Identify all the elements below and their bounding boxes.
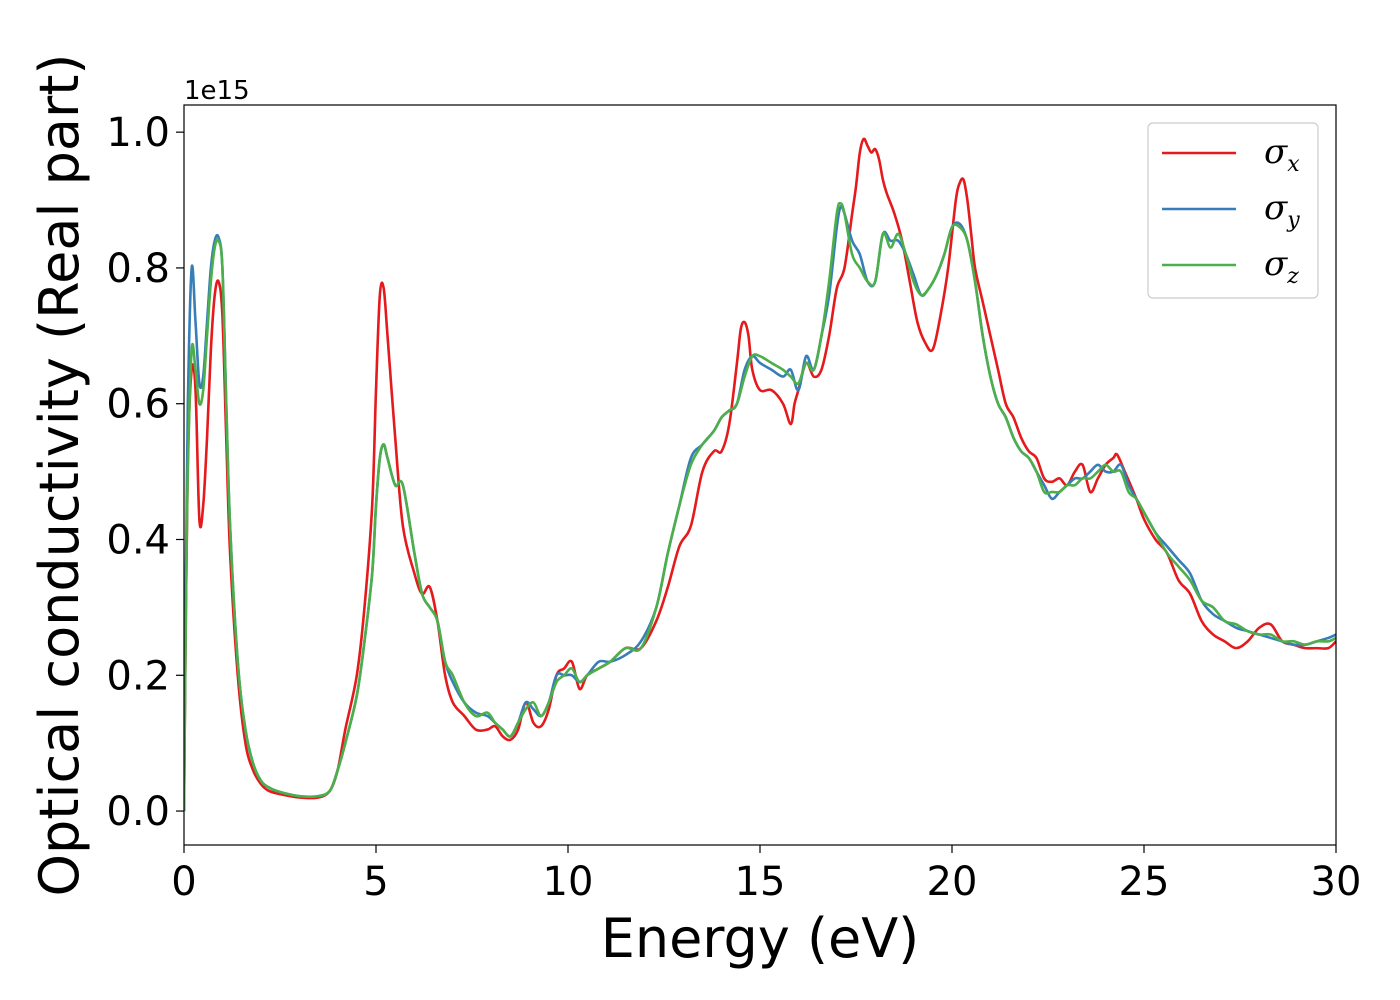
- x-axis-label: Energy (eV): [601, 907, 920, 970]
- legend-symbol: σ: [1264, 188, 1288, 228]
- x-tick-label: 0: [171, 859, 196, 905]
- legend-label-sigma-y: σy: [1264, 188, 1300, 233]
- y-axis: 0.0 0.2 0.4 0.6 0.8 1.0: [106, 110, 184, 835]
- legend-label-sigma-x: σx: [1264, 132, 1300, 177]
- legend-subscript: y: [1286, 208, 1300, 233]
- y-tick-label: 1.0: [106, 110, 170, 156]
- x-tick-label: 20: [927, 859, 978, 905]
- legend-symbol: σ: [1264, 244, 1288, 284]
- legend-box: [1147, 122, 1319, 299]
- y-tick-label: 0.0: [106, 789, 170, 835]
- x-tick-label: 30: [1311, 859, 1362, 905]
- legend-symbol: σ: [1264, 132, 1288, 172]
- x-tick-label: 15: [735, 859, 786, 905]
- y-axis-label: Optical conductivity (Real part): [28, 54, 91, 897]
- y-tick-label: 0.8: [106, 246, 170, 292]
- legend-label-sigma-z: σz: [1264, 244, 1299, 289]
- legend-subscript: z: [1286, 264, 1299, 289]
- x-tick-label: 5: [363, 859, 388, 905]
- y-tick-label: 0.6: [106, 382, 170, 428]
- y-offset-label: 1e15: [184, 76, 250, 106]
- x-tick-label: 25: [1119, 859, 1170, 905]
- x-axis: 0 5 10 15 20 25 30: [171, 845, 1361, 905]
- legend-subscript: x: [1287, 152, 1300, 177]
- x-tick-label: 10: [543, 859, 594, 905]
- series-group: [184, 137, 1336, 812]
- plot-area: [184, 105, 1336, 845]
- y-tick-label: 0.4: [106, 517, 170, 563]
- y-tick-label: 0.2: [106, 653, 170, 699]
- series-line-sigma-z: [184, 201, 1336, 812]
